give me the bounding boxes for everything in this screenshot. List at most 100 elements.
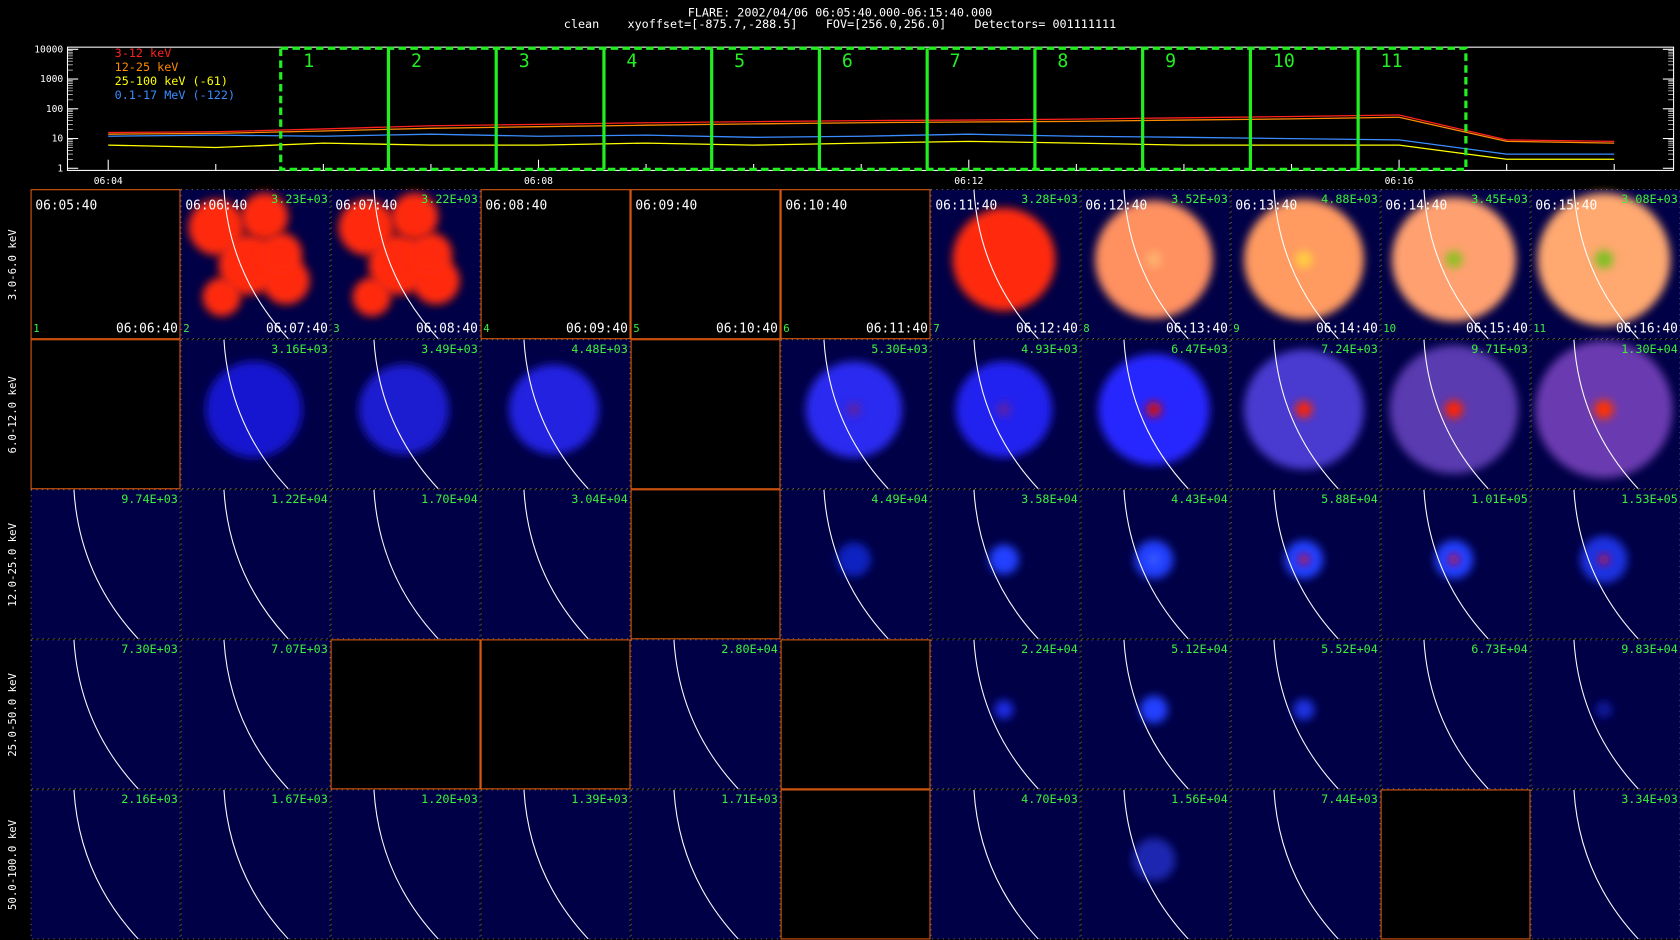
image-panel: 6.47E+03	[1080, 339, 1231, 490]
image-panel: 4.48E+03	[480, 339, 631, 490]
x-tick-label: 06:16	[1385, 176, 1414, 187]
panel-empty	[30, 189, 181, 340]
panel-bg	[181, 789, 330, 939]
emission	[352, 277, 392, 317]
panel-empty	[630, 339, 781, 490]
peak-value: 7.07E+03	[271, 642, 328, 656]
interval-label: 5	[734, 51, 745, 72]
solar-limb	[823, 489, 889, 640]
solar-limb	[223, 789, 289, 940]
image-panel: 5.88E+04	[1230, 489, 1381, 640]
panel-bg	[331, 489, 480, 639]
energy-label: 6.0-12.0 keV	[6, 376, 19, 454]
solar-limb	[1273, 189, 1339, 340]
energy-label: 25.0-50.0 keV	[6, 672, 19, 756]
peak-value: 3.08E+03	[1621, 192, 1678, 206]
start-time: 06:08:40	[485, 198, 547, 213]
image-panel: 1.53E+05	[1530, 489, 1680, 640]
legend-entry: 0.1-17 MeV (-122)	[115, 88, 235, 102]
image-panel	[330, 639, 481, 790]
emission-core	[997, 402, 1011, 417]
peak-value: 3.23E+03	[271, 192, 328, 206]
emission	[358, 364, 449, 455]
solar-limb	[1573, 639, 1639, 790]
image-panel: 1.39E+03	[480, 789, 631, 940]
title: FLARE: 2002/04/06 06:05:40.000-06:15:40.…	[688, 5, 993, 19]
end-time: 06:09:40	[566, 322, 628, 337]
panel-bg	[1381, 639, 1530, 789]
image-panel: 4.70E+03	[930, 789, 1081, 940]
peak-value: 3.49E+03	[421, 342, 478, 356]
peak-value: 1.71E+03	[721, 792, 778, 806]
image-panel	[780, 639, 931, 790]
peak-value: 7.30E+03	[121, 642, 178, 656]
image-panel: 9.74E+03	[30, 489, 181, 640]
image-panel: 1.01E+05	[1380, 489, 1531, 640]
end-time: 06:06:40	[116, 322, 178, 337]
panel-empty	[330, 639, 481, 790]
emission-core	[1148, 554, 1160, 565]
image-panel: 3.34E+03	[1530, 789, 1680, 940]
end-time: 06:13:40	[1166, 322, 1228, 337]
peak-value: 1.70E+04	[421, 492, 478, 506]
emission-core	[1594, 399, 1614, 420]
start-time: 06:05:40	[35, 198, 97, 213]
peak-value: 2.16E+03	[121, 792, 178, 806]
solar-limb	[373, 489, 439, 640]
peak-value: 3.16E+03	[271, 342, 328, 356]
panel-bg	[181, 639, 330, 789]
start-time: 06:15:40	[1535, 198, 1597, 213]
emission	[952, 207, 1056, 311]
peak-value: 1.20E+03	[421, 792, 478, 806]
energy-label: 50.0-100.0 keV	[6, 819, 19, 910]
interval-label: 9	[1165, 51, 1176, 72]
interval-label: 10	[1273, 51, 1295, 72]
start-time: 06:10:40	[785, 198, 847, 213]
image-panel: 1.70E+04	[330, 489, 481, 640]
x-tick-label: 06:04	[94, 176, 123, 187]
peak-value: 3.58E+04	[1021, 492, 1078, 506]
peak-value: 4.93E+03	[1021, 342, 1078, 356]
end-time: 06:08:40	[416, 322, 478, 337]
peak-value: 3.04E+04	[571, 492, 628, 506]
peak-value: 2.80E+04	[721, 642, 778, 656]
solar-limb	[73, 639, 139, 790]
y-tick-label: 1	[57, 163, 63, 174]
peak-value: 2.24E+04	[1021, 642, 1078, 656]
x-tick-label: 06:12	[954, 176, 983, 187]
peak-value: 3.34E+03	[1621, 792, 1678, 806]
image-panel: 3.23E+03 06:06:40 06:07:40 2	[180, 189, 331, 340]
peak-value: 3.45E+03	[1471, 192, 1528, 206]
solar-limb	[973, 339, 1039, 490]
peak-value: 7.44E+03	[1321, 792, 1378, 806]
image-panel: 3.28E+03 06:11:40 06:12:40 7	[930, 189, 1081, 340]
end-time: 06:14:40	[1316, 322, 1378, 337]
panel-bg	[31, 789, 181, 939]
image-panel: 7.24E+03	[1230, 339, 1381, 490]
start-time: 06:07:40	[335, 198, 397, 213]
solar-limb	[73, 789, 139, 940]
solar-limb	[1573, 789, 1639, 940]
peak-value: 5.88E+04	[1321, 492, 1378, 506]
image-panel: 4.49E+04	[780, 489, 931, 640]
interval-label: 6	[842, 51, 853, 72]
solar-limb	[1573, 189, 1639, 340]
start-time: 06:14:40	[1385, 198, 1447, 213]
peak-value: 3.22E+03	[421, 192, 478, 206]
emission-core	[1145, 251, 1163, 268]
panel-empty	[1380, 789, 1531, 940]
panel-bg	[1231, 789, 1380, 939]
end-time: 06:10:40	[716, 322, 778, 337]
solar-limb	[1123, 339, 1189, 490]
image-panel: 7.44E+03	[1230, 789, 1381, 940]
panel-bg	[181, 489, 330, 639]
panel-empty	[780, 789, 931, 940]
image-panel: 2.80E+04	[630, 639, 781, 790]
peak-value: 4.43E+04	[1171, 492, 1228, 506]
emission-core	[1448, 554, 1460, 565]
image-panel: 7.07E+03	[180, 639, 331, 790]
peak-value: 1.01E+05	[1471, 492, 1528, 506]
end-time: 06:12:40	[1016, 322, 1078, 337]
